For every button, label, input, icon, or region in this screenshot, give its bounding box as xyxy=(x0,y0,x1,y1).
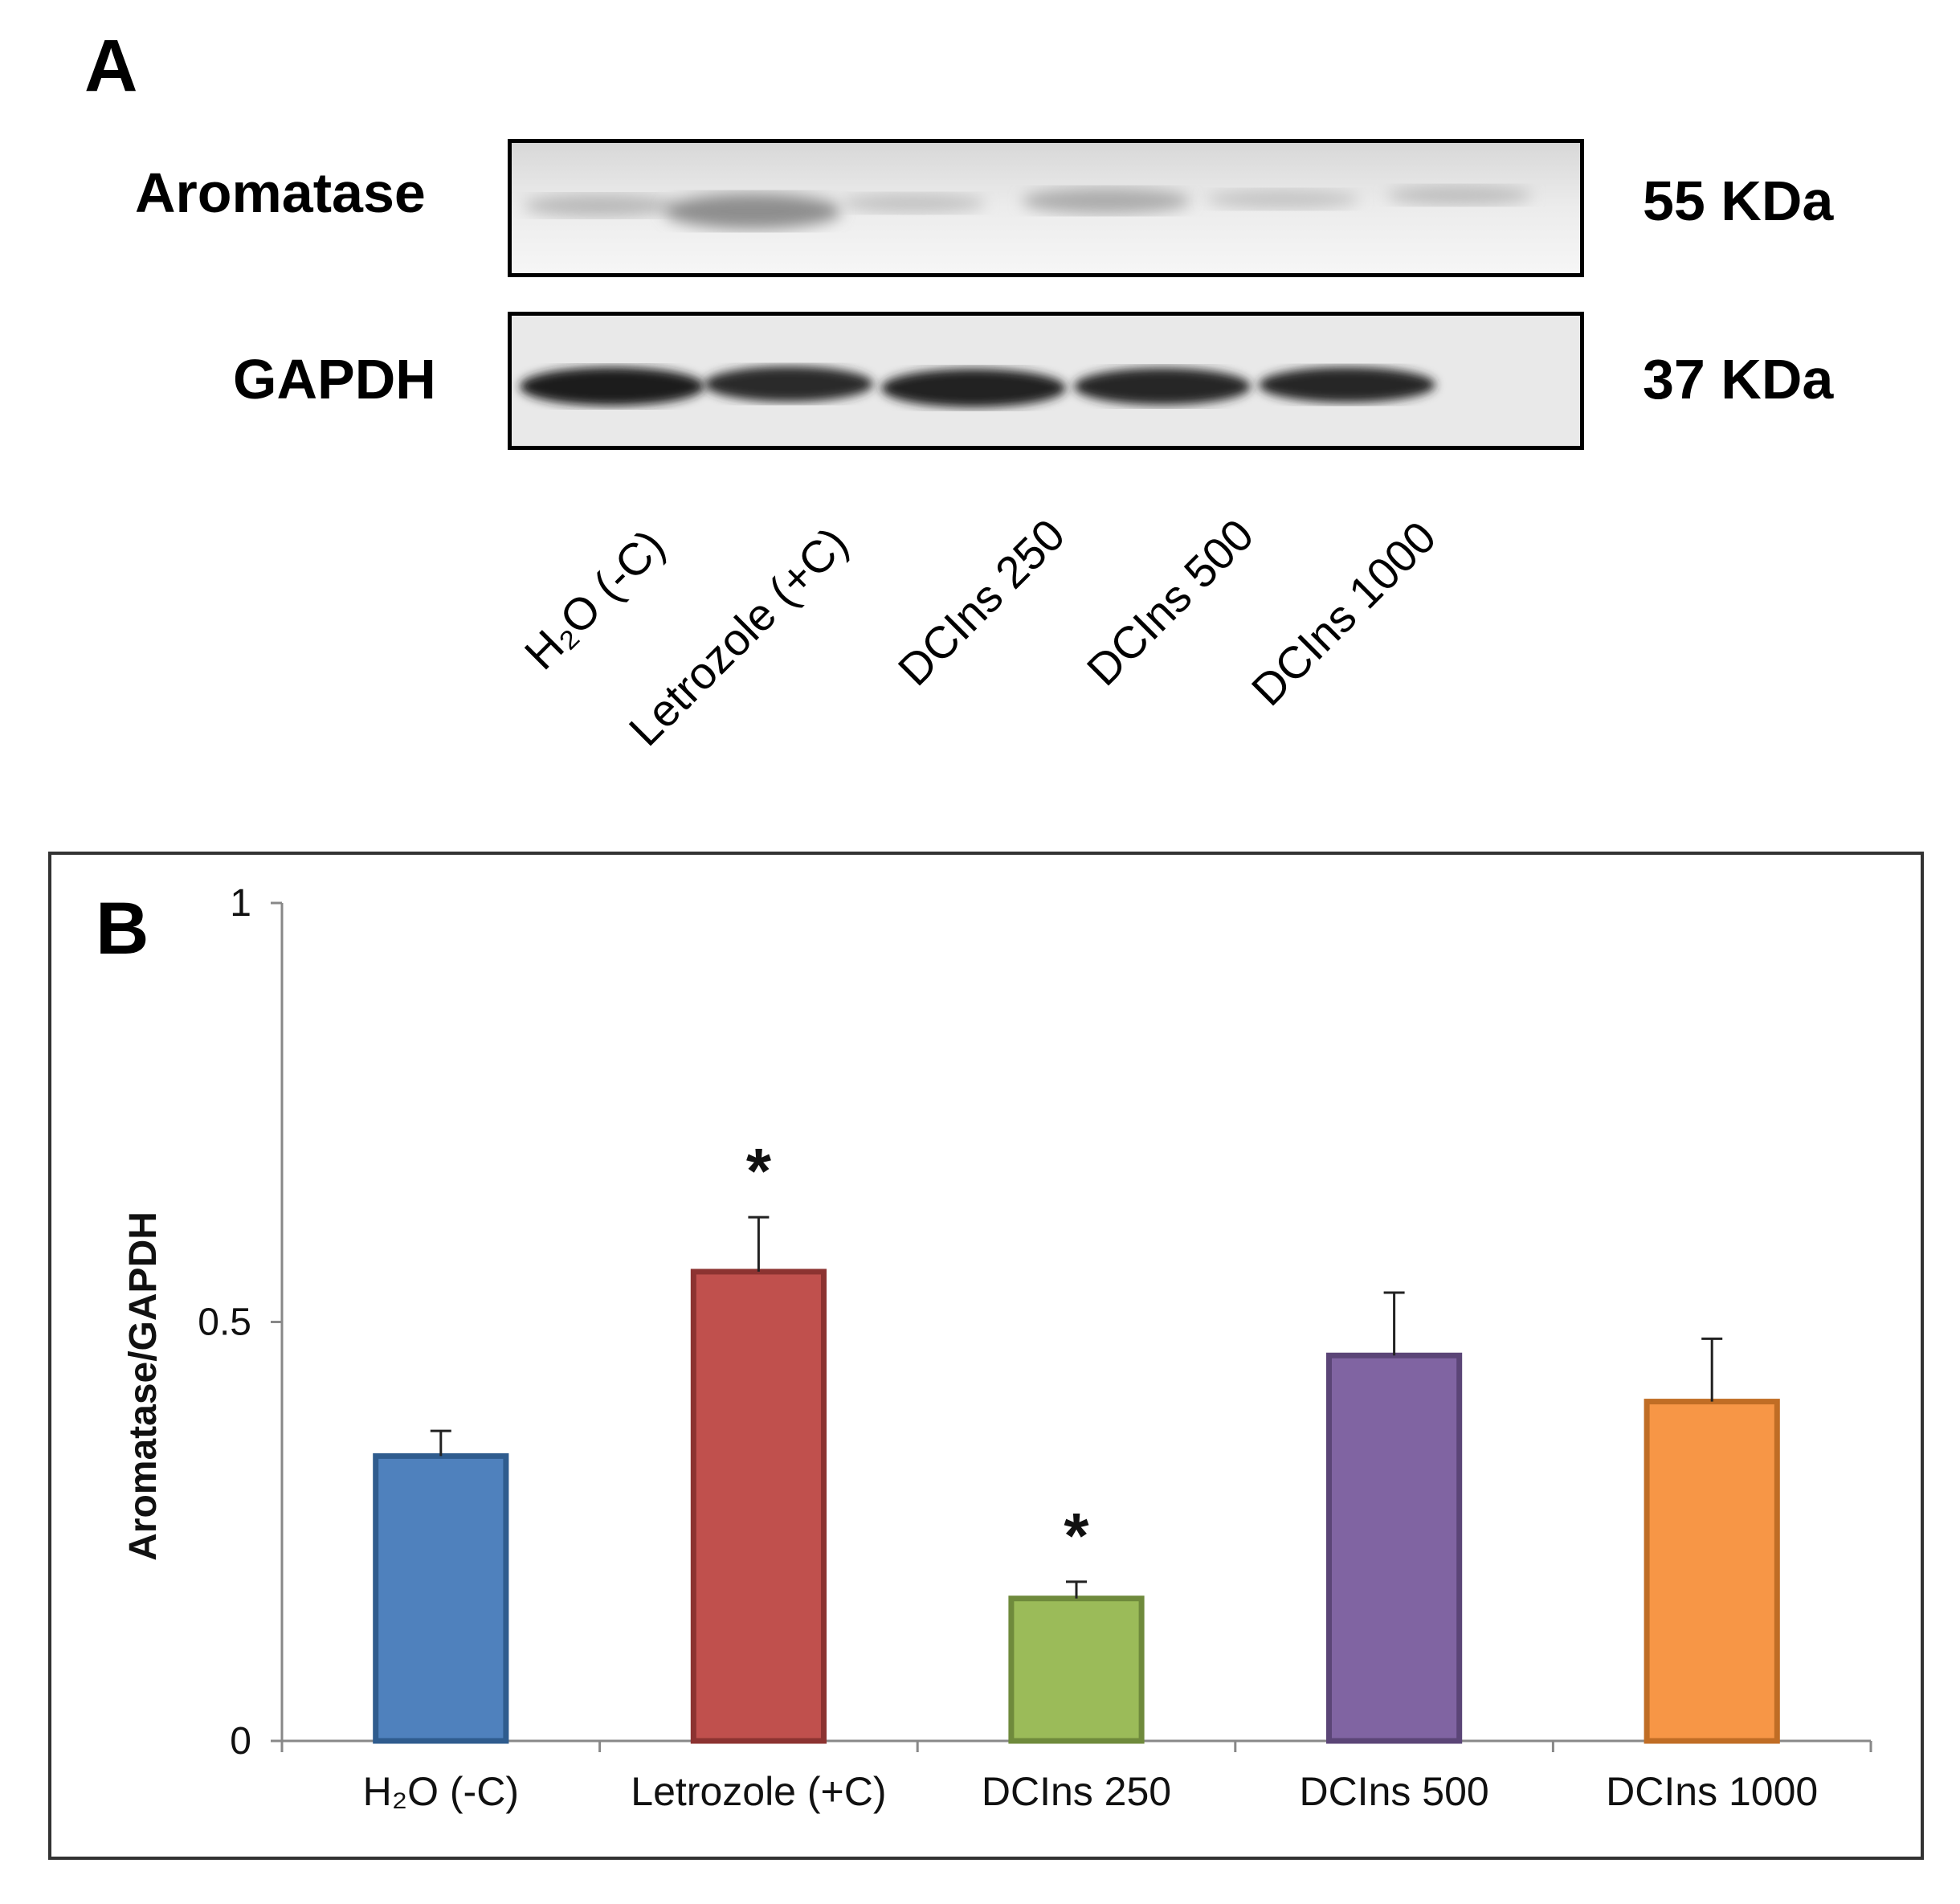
x-tick-label: H₂O (-C) xyxy=(363,1769,519,1814)
y-axis-title: Aromatase/GAPDH xyxy=(122,1211,165,1561)
bar xyxy=(1008,1596,1145,1744)
x-tick-label: DCIns 1000 xyxy=(1606,1769,1818,1814)
bar xyxy=(1326,1352,1463,1744)
lane-label-h2o: H₂O (-C) xyxy=(514,519,675,680)
y-tick-label: 0 xyxy=(230,1720,251,1763)
aromatase-bands xyxy=(512,143,1580,273)
gapdh-kda-label: 37 KDa xyxy=(1643,348,1834,411)
lane-label-dcins-250: DCIns 250 xyxy=(888,509,1075,696)
x-tick-label: Letrozole (+C) xyxy=(631,1769,886,1814)
panel-b-letter: B xyxy=(96,888,149,970)
blot-label-gapdh: GAPDH xyxy=(233,348,436,411)
y-tick-label: 1 xyxy=(230,882,251,925)
aromatase-blot-image xyxy=(508,139,1584,277)
significance-star: * xyxy=(1064,1500,1089,1571)
significance-star: * xyxy=(746,1135,772,1207)
lane-label-dcins-1000: DCIns 1000 xyxy=(1241,511,1446,716)
bar xyxy=(690,1269,827,1744)
bar xyxy=(1644,1399,1780,1744)
blot-label-aromatase: Aromatase xyxy=(135,161,426,224)
x-tick-label: DCIns 500 xyxy=(1299,1769,1488,1814)
gapdh-bands xyxy=(512,316,1580,446)
panel-a-letter: A xyxy=(84,25,138,107)
bar-chart: 0 0.5 1 Aromatase/GAPDH H₂O (-C) * Letrozole (… xyxy=(122,882,1872,1814)
x-tick-label: DCIns 250 xyxy=(982,1769,1171,1814)
bar xyxy=(373,1453,509,1744)
aromatase-kda-label: 55 KDa xyxy=(1643,170,1834,232)
gapdh-blot-image xyxy=(508,312,1584,450)
y-tick-label: 0.5 xyxy=(198,1301,251,1344)
chart-frame: B 0 0.5 1 Aromatase/GAPDH H₂O (-C) * Letrozole… xyxy=(48,852,1924,1860)
lane-label-dcins-500: DCIns 500 xyxy=(1076,509,1264,696)
